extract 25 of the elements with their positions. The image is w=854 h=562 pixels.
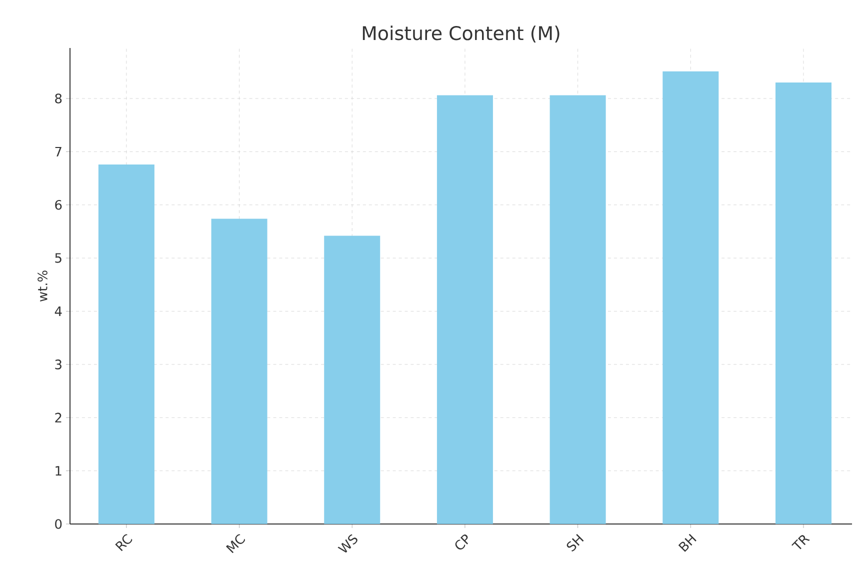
y-tick-label: 2 [55, 412, 62, 422]
y-tick-label: 7 [55, 146, 62, 156]
y-tick-label: 8 [55, 94, 62, 104]
x-tick-label: RC [115, 534, 132, 552]
x-tick-label: SH [566, 534, 584, 552]
y-tick-label: 3 [55, 360, 62, 370]
bar [775, 82, 832, 524]
y-tick-label: 5 [55, 253, 62, 263]
x-tick-label: WS [338, 534, 358, 553]
x-tick-label: TR [792, 535, 810, 550]
bar [436, 95, 493, 524]
y-tick-label: 0 [55, 519, 62, 529]
y-axis-title: wt.% [38, 270, 48, 302]
x-tick-label: CP [455, 534, 468, 550]
bar [324, 236, 380, 524]
bar [550, 95, 606, 524]
x-tick-label: MC [226, 534, 246, 554]
bar [662, 71, 719, 524]
y-tick-label: 4 [54, 306, 62, 316]
bar [98, 164, 154, 524]
x-tick-label: BH [678, 534, 696, 552]
y-tick-label: 1 [56, 466, 62, 476]
chart-title: Moisture Content (M) [362, 26, 560, 42]
bar [211, 218, 268, 524]
y-tick-label: 6 [55, 200, 62, 210]
